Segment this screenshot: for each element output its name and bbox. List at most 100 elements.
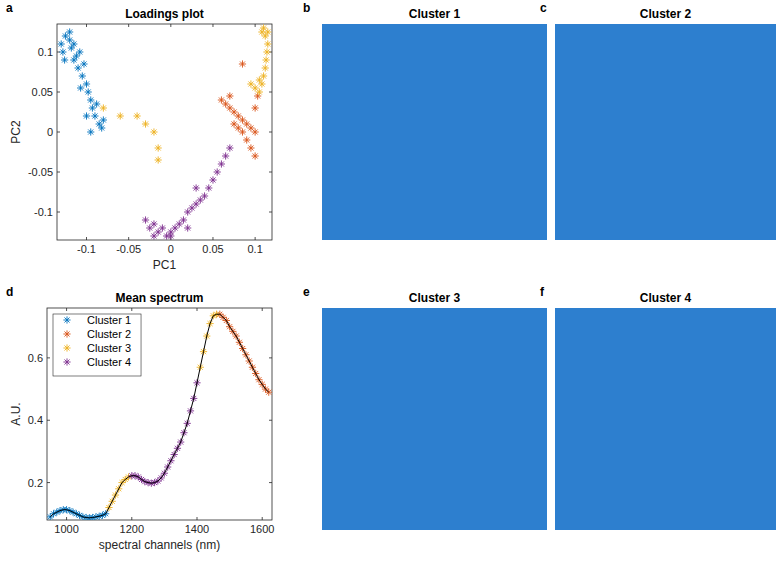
x-tick [170,24,171,240]
data-point [222,152,229,159]
y-tick-label: 0.4 [28,414,43,426]
panel: aLoadings plot-0.1-0.0500.050.1-0.1-0.05… [6,1,272,272]
data-point [243,136,250,143]
data-point [76,48,83,55]
data-point [150,128,157,135]
y-tick [57,52,272,53]
image-panel [555,24,776,240]
data-point [159,224,166,231]
data-point [247,144,254,151]
data-point [155,156,162,163]
panel: f Cluster 4 [540,285,776,530]
panel-title: Loadings plot [125,7,204,21]
data-point [252,152,259,159]
x-tick-label: 1400 [185,523,209,535]
plot-frame [47,308,272,520]
data-point [263,48,270,55]
data-point [61,56,68,63]
data-point [150,220,157,227]
legend-label: Cluster 1 [87,314,131,326]
legend-marker [63,358,70,365]
x-tick-label: 1200 [120,523,144,535]
panel-letter: d [6,285,13,299]
plot-area [47,311,272,520]
panel-letter: c [540,1,547,15]
image-panel [322,24,547,240]
x-tick [212,24,213,240]
data-point [83,112,90,119]
x-tick [262,308,263,520]
data-point [167,232,174,239]
data-point [74,64,81,71]
data-point [93,100,100,107]
data-point [133,112,140,119]
data-point [58,40,65,47]
legend-box [53,314,141,376]
data-point [180,216,187,223]
data-point [79,72,86,79]
y-tick [47,420,272,421]
data-point [87,128,94,135]
x-tick-label: -0.1 [77,243,96,255]
panel: b Cluster 1 [303,1,547,240]
legend-label: Cluster 4 [87,356,131,368]
data-point [142,120,149,127]
x-tick [86,24,87,240]
x-axis-title: spectral channels (nm) [99,538,220,552]
y-tick-label: 0 [47,126,53,138]
data-point [209,176,216,183]
x-tick [197,308,198,520]
y-tick-label: -0.05 [28,166,53,178]
panel-title: Cluster 4 [640,291,692,305]
data-point [247,80,254,87]
x-tick-label: 1600 [250,523,274,535]
data-point [218,160,225,167]
y-tick-label: 0.05 [32,86,53,98]
data-point [264,40,271,47]
y-axis-title: A.U. [9,402,23,425]
x-tick-label: 0.1 [247,243,262,255]
figure: aLoadings plot-0.1-0.0500.050.1-0.1-0.05… [0,0,781,566]
data-point [226,92,233,99]
panel: d Mean spectrum 1000 1200 1400 1600 0.2 0.4 0.6 s… [6,285,274,552]
panel-letter: a [6,1,13,15]
data-point [142,216,149,223]
panel-title: Cluster 2 [640,7,692,21]
y-tick [57,212,272,213]
legend-marker [63,344,70,351]
panel-title: Cluster 3 [409,291,461,305]
data-point [252,104,259,111]
data-point [80,60,87,67]
data-point [184,224,191,231]
data-point [155,144,162,151]
legend-marker [63,316,70,323]
panel-title: Mean spectrum [115,291,203,305]
panel-letter: e [303,285,310,299]
data-point [98,124,105,131]
panel-letter: f [540,285,545,299]
x-tick-label: 1000 [54,523,78,535]
y-tick-label: 0.2 [28,477,43,489]
x-tick [128,24,129,240]
y-tick-label: -0.1 [34,206,53,218]
data-point [262,64,269,71]
data-point [256,76,263,83]
data-point [239,128,246,135]
panel-title: Cluster 1 [409,7,461,21]
data-point [87,96,94,103]
panel: e Cluster 3 [303,285,547,530]
panel: c Cluster 2 [540,1,776,240]
x-tick-label: 0 [168,243,174,255]
plot-frame [57,24,272,240]
y-tick-label: 0.1 [38,46,53,58]
legend-marker [63,330,70,337]
data-point [201,192,208,199]
panel-letter: b [303,1,310,15]
y-tick-label: 0.6 [28,352,43,364]
data-point [100,116,107,123]
image-panel [555,308,776,530]
data-point [66,28,73,35]
x-tick-label: 0.05 [202,243,223,255]
data-point [70,40,77,47]
data-point [193,184,200,191]
